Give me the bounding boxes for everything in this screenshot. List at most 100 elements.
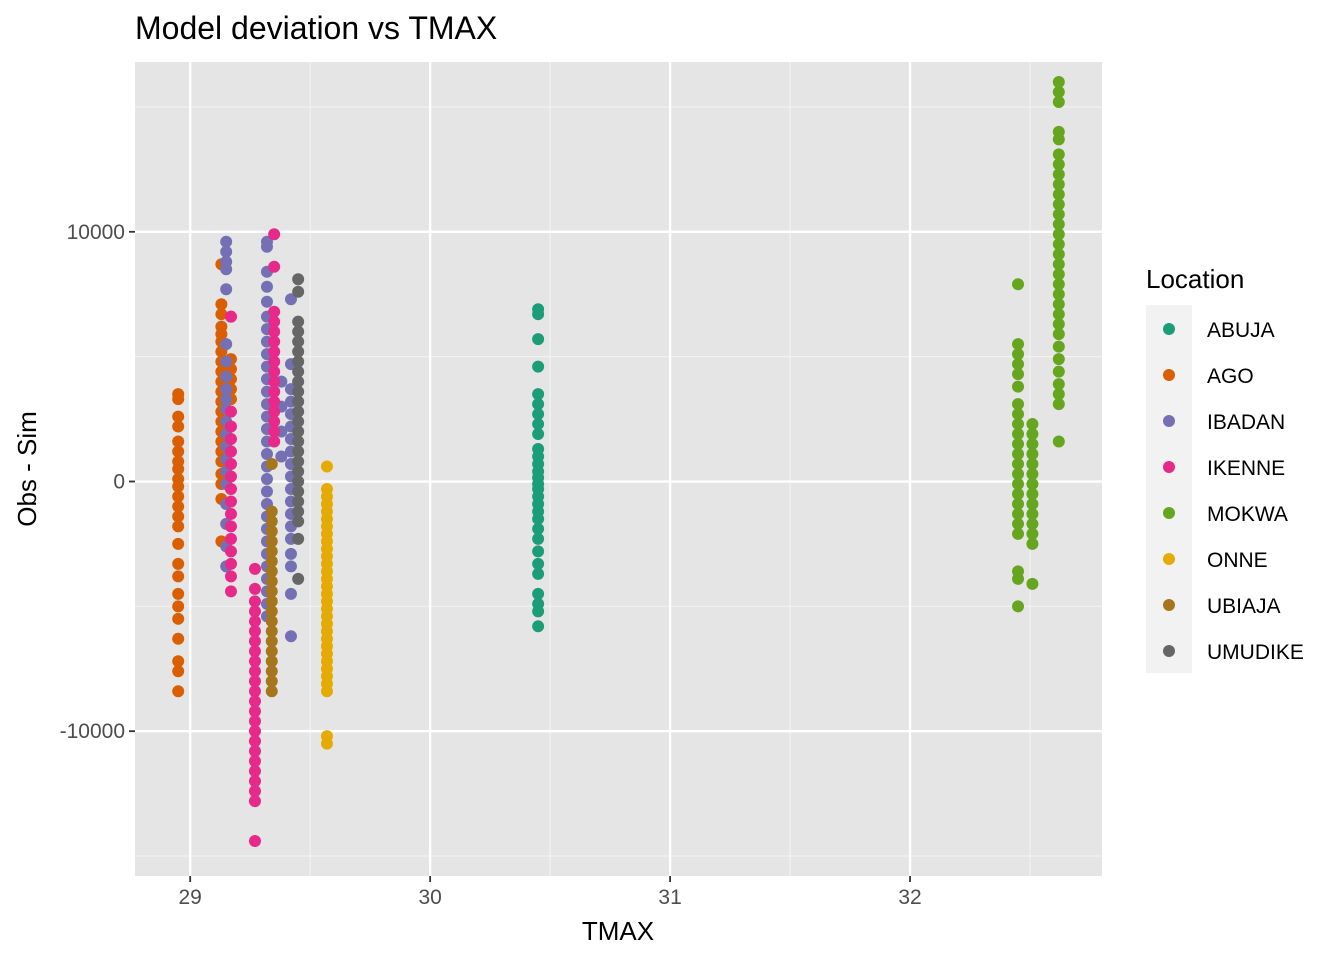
legend-label: AGO — [1207, 365, 1254, 388]
chart-title: Model deviation vs TMAX — [135, 10, 497, 46]
data-point — [248, 685, 261, 698]
data-point — [248, 675, 261, 688]
data-point — [284, 293, 297, 306]
data-point — [1052, 398, 1065, 411]
data-point — [172, 655, 185, 668]
data-point — [292, 273, 305, 286]
data-point — [172, 500, 185, 513]
data-point — [1012, 477, 1025, 490]
data-point — [292, 315, 305, 328]
data-point — [292, 375, 305, 388]
data-point — [268, 260, 281, 273]
data-point — [532, 545, 545, 558]
data-point — [224, 557, 237, 570]
data-point — [1052, 218, 1065, 231]
data-point — [215, 298, 228, 311]
data-point — [220, 235, 233, 248]
data-point — [265, 525, 278, 538]
data-point — [1052, 228, 1065, 241]
data-point — [1052, 75, 1065, 88]
data-point — [292, 385, 305, 398]
x-tick-label: 31 — [658, 886, 681, 909]
data-point — [1052, 133, 1065, 146]
data-point — [260, 240, 273, 253]
data-point — [1012, 497, 1025, 510]
data-point — [275, 450, 288, 463]
data-point — [1012, 338, 1025, 351]
data-point — [248, 745, 261, 758]
data-point — [248, 725, 261, 738]
data-point — [248, 775, 261, 788]
data-point — [172, 520, 185, 533]
data-point — [248, 595, 261, 608]
legend-key-onne — [1163, 553, 1175, 565]
legend-label: UBIAJA — [1207, 595, 1281, 618]
data-point — [1052, 95, 1065, 108]
data-point — [268, 435, 281, 448]
data-point — [220, 245, 233, 258]
plot-panel — [135, 62, 1102, 876]
data-point — [532, 308, 545, 321]
data-point — [172, 445, 185, 458]
data-point — [1052, 198, 1065, 211]
data-point — [1026, 428, 1039, 441]
data-point — [1052, 365, 1065, 378]
data-point — [1052, 268, 1065, 281]
data-point — [268, 415, 281, 428]
data-point — [220, 283, 233, 296]
data-point — [224, 470, 237, 483]
data-point — [260, 448, 273, 461]
data-point — [320, 737, 333, 750]
data-point — [532, 567, 545, 580]
legend-key-mokwa — [1163, 507, 1175, 519]
data-point — [265, 635, 278, 648]
data-point — [1012, 487, 1025, 500]
data-point — [268, 345, 281, 358]
data-point — [172, 632, 185, 645]
data-point — [1052, 158, 1065, 171]
data-point — [260, 472, 273, 485]
data-point — [224, 545, 237, 558]
data-point — [260, 280, 273, 293]
data-point — [265, 545, 278, 558]
data-point — [268, 355, 281, 368]
data-point — [320, 460, 333, 473]
legend-key-ubiaja — [1163, 599, 1175, 611]
data-point — [172, 463, 185, 475]
data-point — [1052, 353, 1065, 366]
data-point — [224, 458, 237, 471]
data-point — [265, 458, 278, 471]
data-point — [268, 375, 281, 388]
data-point — [248, 695, 261, 708]
data-point — [248, 645, 261, 658]
data-point — [248, 635, 261, 648]
data-point — [268, 385, 281, 398]
data-point — [172, 537, 185, 550]
data-point — [1026, 448, 1039, 461]
data-point — [532, 360, 545, 373]
data-point — [265, 565, 278, 578]
data-point — [532, 398, 545, 411]
legend-label: IBADAN — [1207, 411, 1285, 434]
data-point — [268, 305, 281, 318]
data-point — [1052, 288, 1065, 301]
data-point — [1026, 517, 1039, 530]
series-ubiaja — [265, 458, 278, 698]
data-point — [220, 263, 233, 276]
legend-items: ABUJA AGO IBADAN IKENNE MOKWA ONNE UBIAJA UMUDI… — [1163, 319, 1304, 664]
data-point — [1012, 368, 1025, 381]
y-axis-title: Obs - Sim — [12, 411, 42, 527]
data-point — [532, 620, 545, 633]
data-point — [265, 555, 278, 568]
data-point — [248, 655, 261, 668]
series-abuja — [532, 303, 545, 633]
series-mokwa — [1012, 75, 1065, 613]
data-point — [1052, 258, 1065, 271]
legend-label: ABUJA — [1207, 319, 1275, 342]
data-point — [292, 572, 305, 585]
data-point — [532, 388, 545, 401]
data-point — [1052, 278, 1065, 291]
y-tick-label: -10000 — [60, 720, 125, 743]
data-point — [224, 433, 237, 446]
